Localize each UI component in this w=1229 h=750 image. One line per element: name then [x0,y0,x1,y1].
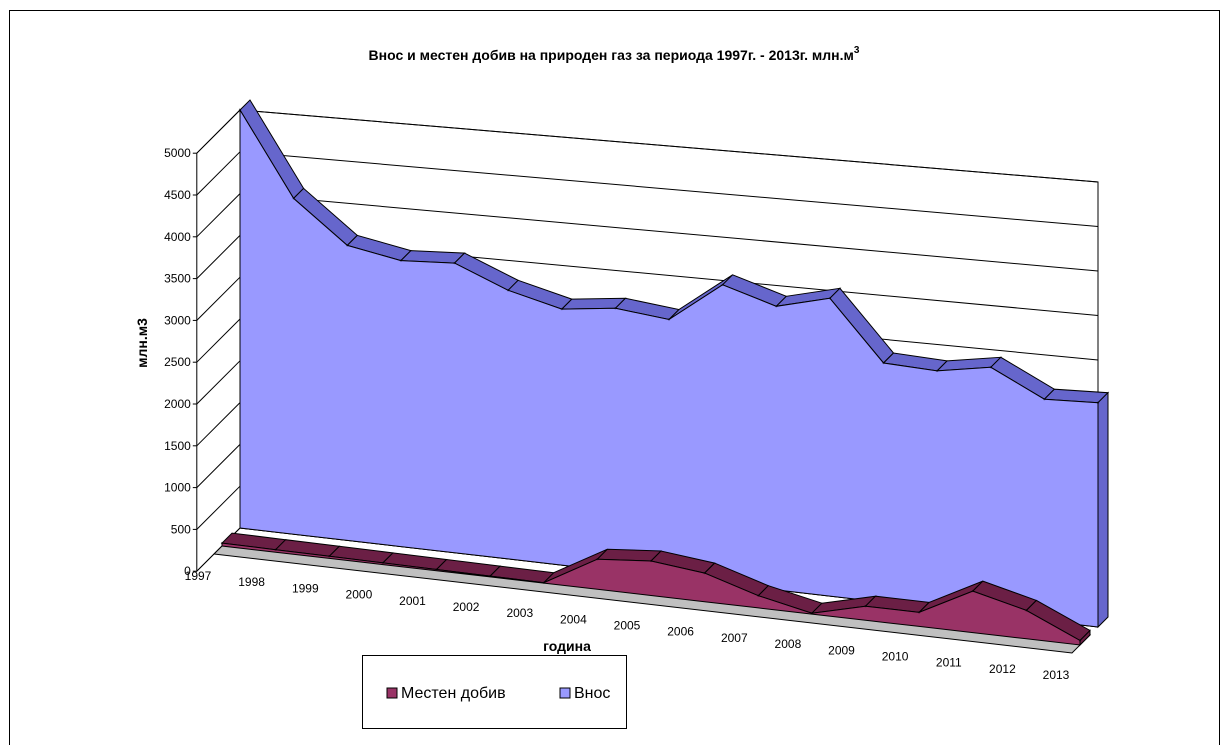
gridline-side [196,193,241,238]
y-axis-title: млн.м3 [134,318,150,368]
vnos-point-2001 [453,261,456,265]
y-tick-label: 2500 [164,355,191,369]
x-tick-label: 2012 [989,662,1016,676]
gridline-side [196,235,241,279]
chart-title-superscript: 3 [854,45,860,56]
x-tick-label: 2001 [399,594,426,608]
mesten-dobiv-area [221,542,1081,646]
mesten-dobiv-point-2001 [435,568,438,571]
x-axis-title: година [543,638,591,654]
x-tick-label: 2007 [721,631,748,645]
x-tick-label: 2004 [560,612,587,626]
x-tick-label: 2005 [614,619,641,633]
series-mesten-dobiv [220,532,1091,647]
y-tick-label: 500 [171,522,191,536]
legend-label-vnos: Внос [574,685,610,702]
vnos-point-2004 [614,307,617,310]
mesten-dobiv-point-2013 [1078,639,1082,642]
vnos-point-2008 [828,297,832,300]
legend-swatch-mesten-dobiv [386,687,398,699]
y-tick-label: 3000 [164,313,191,327]
gridline-side [196,318,241,363]
x-tick-label: 1997 [185,569,212,583]
mesten-dobiv-point-2006 [703,571,706,575]
y-tick-label: 1500 [164,439,191,453]
y-tick-label: 5000 [164,146,191,160]
mesten-dobiv-point-2010 [917,611,921,614]
mesten-dobiv-point-2004 [596,558,599,561]
vnos-point-1997 [238,108,242,112]
vnos-point-2007 [775,305,778,308]
legend: Местен добив Внос [362,655,627,729]
vnos-point-2013 [1096,401,1100,404]
legend-swatch-vnos [559,687,571,699]
x-tick-label: 1998 [238,575,265,589]
vnos-point-2002 [506,289,510,292]
mesten-dobiv-point-1997 [220,541,224,545]
vnos-area [239,108,1099,628]
vnos-point-1999 [346,244,349,247]
gridline [239,193,1099,272]
y-tick-label: 3500 [164,272,191,286]
mesten-dobiv-point-2007 [757,594,760,597]
mesten-dobiv-point-2002 [488,574,492,578]
gridline [239,151,1099,227]
gridline-side [196,360,241,405]
x-tick-label: 2009 [828,643,855,657]
y-tick-label: 4000 [164,230,191,244]
gridline [239,109,1099,183]
x-tick-label: 2003 [506,606,533,620]
mesten-dobiv-point-2000 [381,561,385,565]
x-tick-label: 2006 [667,625,694,639]
y-tick-label: 4500 [164,188,191,202]
chart-title-text: Внос и местен добив на природен газ за п… [369,47,854,63]
gridline-side [196,444,241,488]
gridline-side [196,276,241,321]
vnos-point-2006 [721,283,724,286]
vnos-end-cap [1097,391,1109,629]
mesten-dobiv-point-1999 [328,555,331,558]
vnos-point-2010 [935,369,939,373]
vnos-point-2003 [560,307,563,311]
gridline-side [196,151,241,196]
legend-label-mesten-dobiv: Местен добив [401,685,506,702]
vnos-point-2005 [667,318,671,321]
vnos-point-2012 [1043,398,1046,401]
x-tick-label: 2011 [936,656,962,670]
gridline-side [196,109,241,154]
y-tick-label: 2000 [164,397,191,411]
mesten-dobiv-point-2005 [649,559,653,563]
x-tick-label: 2013 [1043,668,1070,682]
series-vnos [238,99,1110,629]
gridline-side [196,485,241,530]
x-tick-label: 2002 [453,600,480,614]
mesten-dobiv-point-2012 [1025,609,1028,612]
mesten-dobiv-point-2011 [971,589,974,593]
chart-title: Внос и местен добив на природен газ за п… [369,45,860,63]
x-axis-ticks: 1997 1998 1999 2000 2001 2002 2003 2004 2005 2006… [185,569,1070,682]
mesten-dobiv-point-2003 [542,581,545,584]
mesten-dobiv-point-1998 [274,548,277,551]
vnos-point-2011 [989,366,992,369]
x-tick-label: 2008 [775,637,802,651]
gridline-side [196,402,241,447]
y-tick-label: 1000 [164,481,191,495]
x-tick-label: 2000 [346,588,373,602]
vnos-point-2009 [882,361,885,365]
x-tick-label: 2010 [882,649,909,663]
y-tick-label: 0 [184,564,191,578]
mesten-dobiv-point-2008 [810,612,814,615]
y-axis-ticks: 0 500 1000 1500 2000 2500 3000 3500 4000 4500 5000 [164,146,197,578]
mesten-dobiv-point-2009 [864,605,867,608]
vnos-point-2000 [399,259,403,262]
legend-box [362,655,627,729]
x-tick-label: 1999 [292,581,319,595]
vnos-point-1998 [292,197,295,200]
